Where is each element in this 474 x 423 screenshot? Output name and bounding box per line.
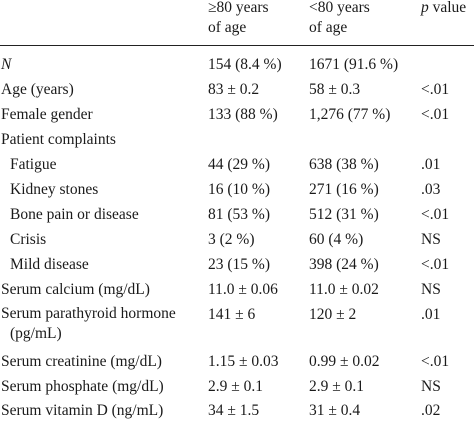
cell-p: <.01 [421, 256, 450, 273]
row-label: Crisis [10, 231, 47, 248]
cell-ge80: 133 (88 %) [208, 106, 278, 123]
row-label: Bone pain or disease [10, 206, 139, 223]
cell-p: <.01 [421, 206, 450, 223]
table-row: Serum calcium (mg/dL) 11.0 ± 0.06 11.0 ±… [0, 277, 474, 302]
table-row: N 154 (8.4 %) 1671 (91.6 %) [0, 52, 474, 77]
row-label-line2: (pg/mL) [10, 325, 62, 342]
cell-p: NS [421, 281, 441, 298]
header-col-a-line2: of age [208, 19, 247, 36]
cell-ge80: 154 (8.4 %) [208, 56, 282, 73]
row-label: Serum phosphate (mg/dL) [1, 378, 164, 395]
cell-lt80: 120 ± 2 [309, 306, 357, 323]
cell-lt80: 60 (4 %) [309, 231, 364, 248]
cell-ge80: 34 ± 1.5 [208, 402, 260, 419]
cell-lt80: 512 (31 %) [309, 206, 379, 223]
cell-lt80: 271 (16 %) [309, 181, 379, 198]
cell-p: .01 [421, 306, 441, 323]
row-label: N [1, 56, 12, 73]
table-row: Mild disease 23 (15 %) 398 (24 %) <.01 [0, 252, 474, 277]
row-label: Female gender [1, 106, 93, 123]
cell-lt80: 58 ± 0.3 [309, 81, 361, 98]
header-p-rest: value [428, 0, 467, 16]
cell-ge80: 1.15 ± 0.03 [208, 353, 279, 370]
cell-lt80: 31 ± 0.4 [309, 402, 361, 419]
row-label: Kidney stones [10, 181, 99, 198]
header-p-letter: p [421, 0, 429, 16]
cell-p: .03 [421, 181, 441, 198]
header-rule [0, 45, 474, 46]
row-label: Mild disease [10, 256, 89, 273]
row-label: Patient complaints [1, 131, 116, 148]
cell-p: .01 [421, 156, 441, 173]
cell-p: <.01 [421, 106, 450, 123]
cell-p: .02 [421, 402, 441, 419]
table-row: Age (years) 83 ± 0.2 58 ± 0.3 <.01 [0, 77, 474, 102]
table-row: Fatigue 44 (29 %) 638 (38 %) .01 [0, 152, 474, 177]
cell-lt80: 2.9 ± 0.1 [309, 378, 365, 395]
cell-lt80: 398 (24 %) [309, 256, 379, 273]
header-col-b-line2: of age [309, 19, 348, 36]
cell-ge80: 141 ± 6 [208, 306, 256, 323]
table-row: Bone pain or disease 81 (53 %) 512 (31 %… [0, 202, 474, 227]
cell-ge80: 16 (10 %) [208, 181, 270, 198]
table-row: Serum parathyroid hormone (pg/mL) 141 ± … [0, 302, 474, 347]
cell-p: <.01 [421, 81, 450, 98]
row-label: Serum creatinine (mg/dL) [1, 353, 162, 370]
cell-ge80: 23 (15 %) [208, 256, 270, 273]
row-label: Fatigue [10, 156, 57, 173]
cell-ge80: 44 (29 %) [208, 156, 270, 173]
cell-lt80: 1,276 (77 %) [309, 106, 391, 123]
cell-lt80: 638 (38 %) [309, 156, 379, 173]
cell-ge80: 3 (2 %) [208, 231, 255, 248]
cell-ge80: 11.0 ± 0.06 [208, 281, 278, 298]
row-label: Serum calcium (mg/dL) [1, 281, 150, 298]
cell-p: <.01 [421, 353, 450, 370]
table-row: Crisis 3 (2 %) 60 (4 %) NS [0, 227, 474, 252]
cell-ge80: 2.9 ± 0.1 [208, 378, 264, 395]
cell-lt80: 11.0 ± 0.02 [309, 281, 379, 298]
row-label: Age (years) [1, 81, 74, 98]
table-row: Serum vitamin D (ng/mL) 34 ± 1.5 31 ± 0.… [0, 398, 474, 423]
cell-ge80: 83 ± 0.2 [208, 81, 260, 98]
cell-p: NS [421, 378, 441, 395]
table-row: Serum phosphate (mg/dL) 2.9 ± 0.1 2.9 ± … [0, 374, 474, 399]
header-p-value: p value [421, 0, 466, 18]
cell-lt80: 0.99 ± 0.02 [309, 353, 380, 370]
row-label: Serum vitamin D (ng/mL) [1, 402, 164, 419]
table-row: Female gender 133 (88 %) 1,276 (77 %) <.… [0, 102, 474, 127]
table-row: Serum creatinine (mg/dL) 1.15 ± 0.03 0.9… [0, 349, 474, 374]
row-label-line1: Serum parathyroid hormone [1, 305, 176, 322]
table-row: Patient complaints [0, 127, 474, 152]
table-row: Kidney stones 16 (10 %) 271 (16 %) .03 [0, 177, 474, 202]
header-col-b-line1: <80 years [309, 0, 370, 16]
cell-p: NS [421, 231, 441, 248]
cell-ge80: 81 (53 %) [208, 206, 270, 223]
cell-lt80: 1671 (91.6 %) [309, 56, 399, 73]
header-col-a-line1: ≥80 years [208, 0, 269, 16]
